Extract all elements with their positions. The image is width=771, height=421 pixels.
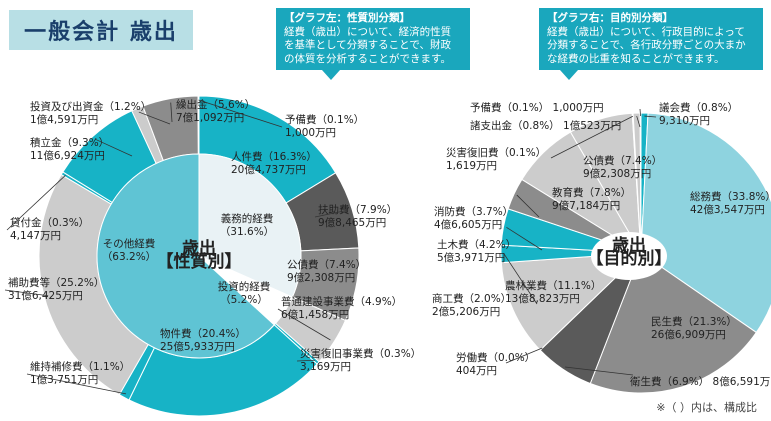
left-leader [4,289,49,297]
outer-label: 貸付金（0.3%） 4,147万円 [10,216,89,242]
outer-label: 予備費（0.1%） 1,000万円 [285,113,364,139]
right-leader [503,253,538,305]
left-leader [95,138,133,157]
page-title: 一般会計 歳出 [9,10,193,50]
note-left-line: 経費（歳出）について、経済的性質 [284,25,452,38]
right-center-plate [591,232,667,280]
right-slice-slice [640,112,649,254]
left-leader [6,175,66,231]
note-right-heading: 【グラフ右：目的別分類】 [547,12,673,24]
right-label: 公債費（7.4%） 9億2,308万円 [583,154,662,180]
left-outer-slice [285,172,360,252]
right-slice-slice [539,252,642,351]
note-right-line: 経費（歳出）について、行政目的によって [547,25,745,38]
left-leader [138,111,171,125]
left-leader [198,99,283,128]
left-outer-slice [118,343,156,401]
note-right-tail [560,70,578,80]
outer-label: 普通建設事業費（4.9%） 6億1,458万円 [281,295,402,321]
right-label: 諸支出金（0.8%） 1億523万円 [470,119,621,132]
outer-label: 物件費（20.4%） 25億5,933万円 [160,327,246,353]
center-title: 歳出【性質別】 [157,238,242,272]
right-label: 土木費（4.2%） 5億3,971万円 [437,238,516,264]
right-slice-slice [500,208,642,254]
right-slice-slice [631,112,642,254]
left-leader [296,359,316,362]
outer-label: 補助費等（25.2%） 31億6,425万円 [8,276,104,302]
outer-label: 繰出金（5.6%） 7億1,092万円 [176,98,255,124]
right-slice-slice [569,112,642,254]
left-inner-slice [96,153,275,359]
left-outer-slice [128,324,318,417]
right-label: 災害復旧費（0.1%） 1,619万円 [446,146,546,172]
left-outer-slice [198,95,337,204]
footnote: ※（ ）内は、構成比 [656,401,757,414]
note-left-heading: 【グラフ左：性質別分類】 [284,12,410,24]
right-label: 労働費（0.0%） 404万円 [456,351,535,377]
right-leader [550,115,634,159]
inner-label: その他経費（63.2%） [102,237,156,263]
right-leader [565,366,634,376]
right-leader [636,115,641,128]
left-outer-slice [38,173,149,396]
right-label: 総務費（33.8%） 42億3,547万円 [690,190,771,216]
right-slice-slice [640,112,771,334]
right-label: 農林業費（11.1%） 13億8,823万円 [505,279,601,305]
note-left-line: の体質を分析することができます。 [284,52,451,65]
note-right: 【グラフ右：目的別分類】 経費（歳出）について、行政目的によって 分類することで… [539,8,763,70]
outer-label: 維持補修費（1.1%） 1億3,751万円 [30,360,130,386]
outer-label: 公債費（7.4%） 9億2,308万円 [287,258,366,284]
note-left-line: を基準として分類することで、財政 [284,39,451,51]
left-outer-slice [274,296,347,363]
right-leader [639,108,641,117]
inner-label: 投資的経費（5.2%） [218,280,271,306]
outer-label: 災害復旧事業費（0.3%） 3,169万円 [300,347,421,373]
outer-label: 投資及び出資金（1.2%） 1億4,591万円 [30,100,151,126]
left-inner-slice [198,255,294,326]
right-label: 消防費（3.7%） 4億6,605万円 [434,205,513,231]
right-leader [505,347,543,364]
right-label: 衛生費（6.9%） 8億6,591万円 [630,375,771,388]
right-label: 議会費（0.8%） 9,310万円 [659,101,738,127]
right-label: 商工費（2.0%） 2億5,206万円 [432,292,511,318]
right-slice-slice [539,252,642,385]
right-leader [644,115,657,118]
right-label: 予備費（0.1%） 1,000万円 [470,101,604,114]
outer-label: 扶助費（7.9%） 9億8,465万円 [318,203,397,229]
right-label: 教育費（7.8%） 9億7,184万円 [552,186,631,212]
center-title: 歳出【目的別】 [587,235,672,269]
right-slice-slice [632,112,642,254]
left-leader [277,308,331,341]
right-slice-slice [500,252,643,351]
note-left-tail [322,70,340,80]
inner-label: 義務的経費（31.6%） [220,212,274,238]
right-slice-slice [589,252,757,394]
note-right-line: 分類することで、各行政分野ごとの大まか [547,39,746,51]
note-left: 【グラフ左：性質別分類】 経費（歳出）について、経済的性質 を基準として分類する… [276,8,470,70]
right-label: 民生費（21.3%） 26億6,909万円 [651,315,737,341]
right-slice-slice [521,131,642,254]
left-outer-slice [142,95,199,162]
right-slice-slice [639,112,642,254]
left-leader [26,373,127,395]
left-leader [170,102,173,123]
outer-label: 人件費（16.3%） 20億4,737万円 [231,150,317,176]
left-outer-slice [60,171,113,205]
left-outer-slice [131,105,164,165]
right-leader [516,194,540,218]
left-outer-slice [273,322,320,365]
left-inner-slice [198,153,302,298]
left-outer-slice [62,110,157,204]
left-outer-slice [291,247,360,322]
left-leader [314,209,349,218]
right-leader [506,226,543,251]
note-right-line: な経費の比重を知ることができます。 [547,52,725,65]
right-slice-slice [507,178,642,254]
left-outer-slice [197,95,200,155]
right-slice-slice [500,244,642,264]
outer-label: 積立金（9.3%） 11億6,924万円 [30,136,109,162]
